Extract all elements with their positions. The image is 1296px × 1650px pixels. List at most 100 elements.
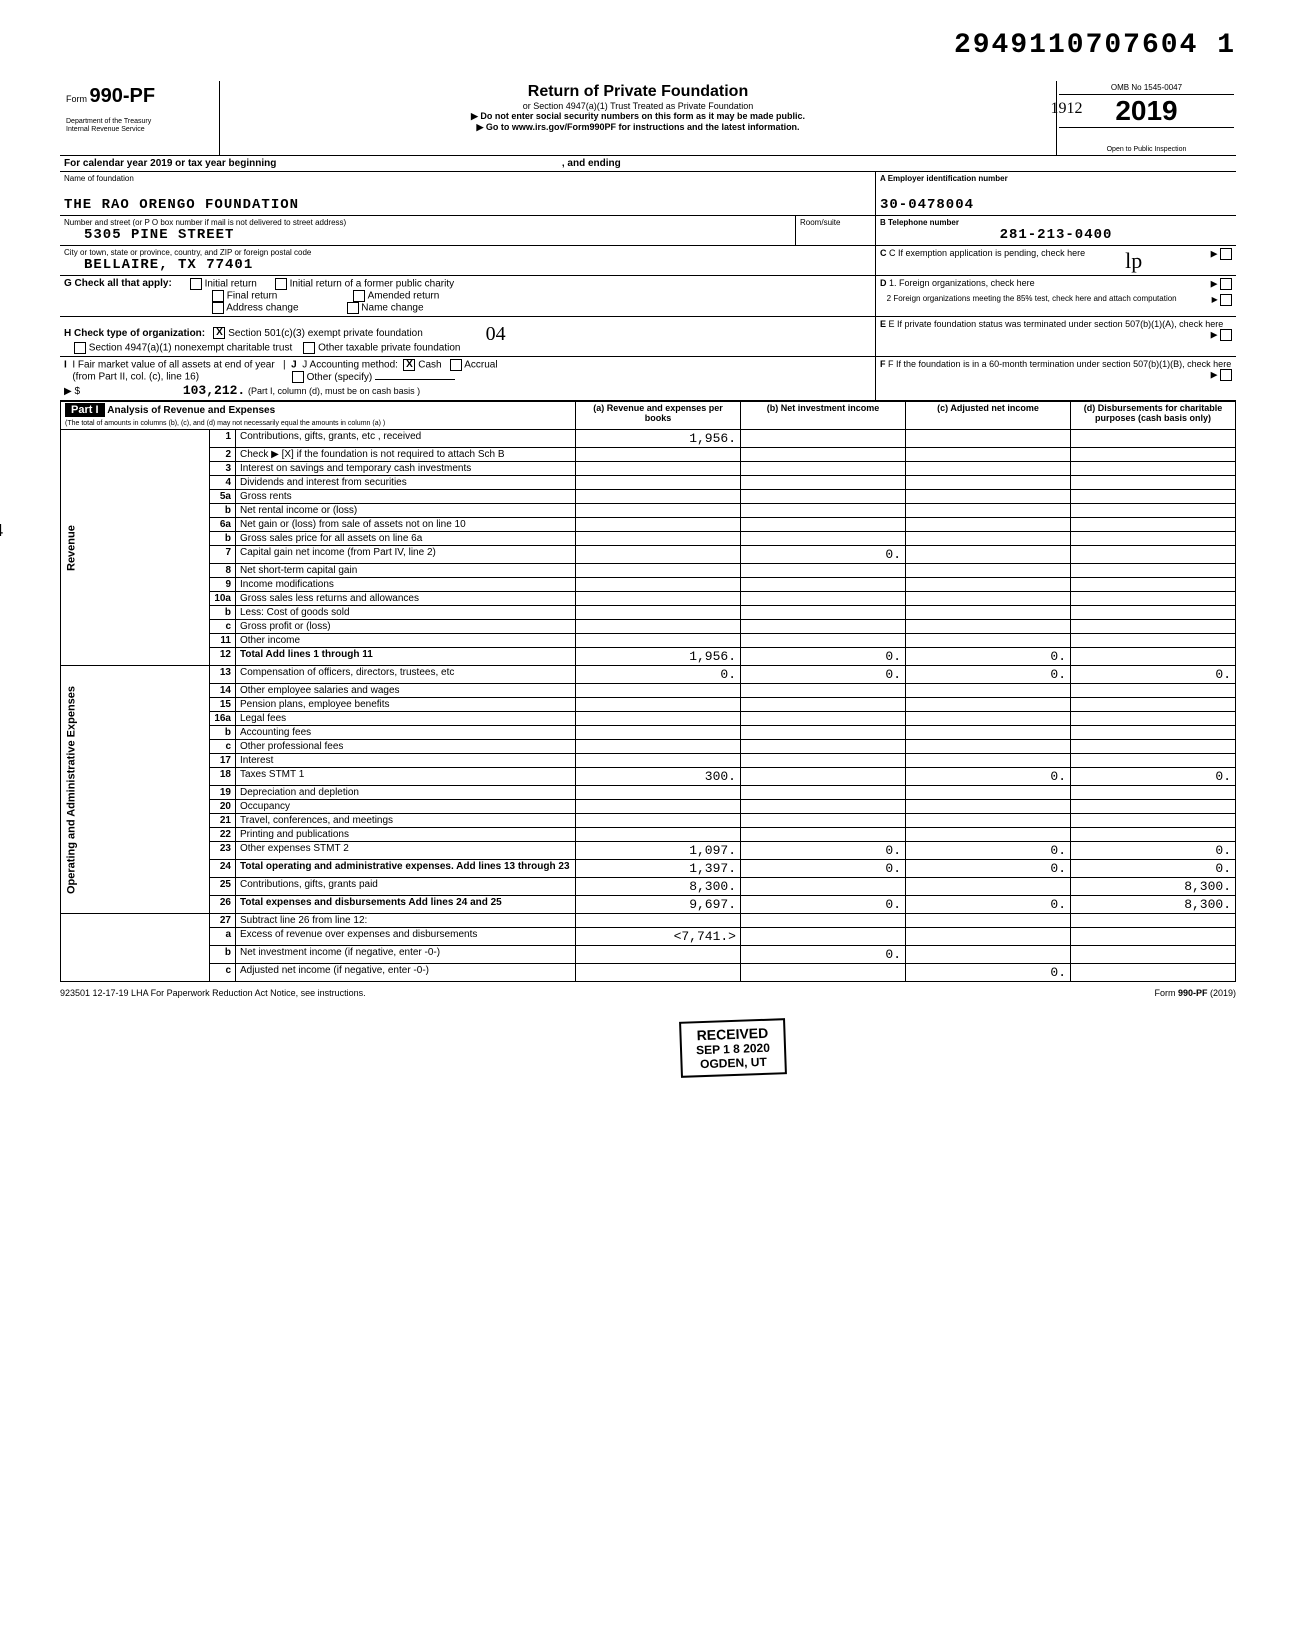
c-checkbox[interactable] <box>1220 248 1232 260</box>
row-desc: Gross rents <box>236 490 576 504</box>
cell-d <box>1071 946 1236 964</box>
row-number: 19 <box>210 786 236 800</box>
cell-c <box>906 814 1071 828</box>
cell-a <box>576 964 741 982</box>
e-checkbox[interactable] <box>1220 329 1232 341</box>
table-row: cAdjusted net income (if negative, enter… <box>61 964 1236 982</box>
chk-4947[interactable] <box>74 342 86 354</box>
part1-table: Part I Analysis of Revenue and Expenses … <box>60 401 1236 982</box>
cell-c <box>906 620 1071 634</box>
chk-initial-former[interactable] <box>275 278 287 290</box>
chk-addr-change[interactable] <box>212 302 224 314</box>
calendar-ending: , and ending <box>562 158 621 169</box>
h-label: H Check type of organization: <box>64 328 205 339</box>
cell-b <box>741 490 906 504</box>
cell-c: 0. <box>906 964 1071 982</box>
table-row: bLess: Cost of goods sold <box>61 606 1236 620</box>
cell-a <box>576 504 741 518</box>
row-number: 17 <box>210 754 236 768</box>
chk-other-method[interactable] <box>292 371 304 383</box>
row-desc: Interest on savings and temporary cash i… <box>236 462 576 476</box>
table-row: 25Contributions, gifts, grants paid8,300… <box>61 878 1236 896</box>
row-desc: Total Add lines 1 through 11 <box>236 648 576 666</box>
row-desc: Other employee salaries and wages <box>236 684 576 698</box>
cell-c <box>906 490 1071 504</box>
cell-b <box>741 518 906 532</box>
cell-b <box>741 504 906 518</box>
stamp-ogden: OGDEN, UT <box>696 1055 770 1072</box>
cell-b <box>741 532 906 546</box>
d1-checkbox[interactable] <box>1220 278 1232 290</box>
chk-amended[interactable] <box>353 290 365 302</box>
cell-a: 1,397. <box>576 860 741 878</box>
cell-b <box>741 684 906 698</box>
table-row: bGross sales price for all assets on lin… <box>61 532 1236 546</box>
cell-c <box>906 462 1071 476</box>
cell-c <box>906 546 1071 564</box>
chk-cash[interactable]: X <box>403 359 415 371</box>
cell-b: 0. <box>741 860 906 878</box>
table-row: 15Pension plans, employee benefits <box>61 698 1236 712</box>
row-number: a <box>210 928 236 946</box>
cell-c <box>906 946 1071 964</box>
table-row: 19Depreciation and depletion <box>61 786 1236 800</box>
row-number: b <box>210 504 236 518</box>
cell-b: 0. <box>741 946 906 964</box>
cell-b <box>741 928 906 946</box>
table-row: 23Other expenses STMT 21,097.0.0.0. <box>61 842 1236 860</box>
cell-a <box>576 490 741 504</box>
cell-c <box>906 726 1071 740</box>
row-desc: Check ▶ [X] if the foundation is not req… <box>236 448 576 462</box>
name-label: Name of foundation <box>64 174 871 183</box>
part1-title: Analysis of Revenue and Expenses <box>107 405 275 416</box>
row-number: 22 <box>210 828 236 842</box>
chk-accrual[interactable] <box>450 359 462 371</box>
cell-a <box>576 606 741 620</box>
row-desc: Other professional fees <box>236 740 576 754</box>
chk-initial[interactable] <box>190 278 202 290</box>
cell-c <box>906 430 1071 448</box>
table-row: 21Travel, conferences, and meetings <box>61 814 1236 828</box>
row-number: 13 <box>210 666 236 684</box>
f-checkbox[interactable] <box>1220 369 1232 381</box>
cell-c <box>906 606 1071 620</box>
chk-other-tax[interactable] <box>303 342 315 354</box>
cell-a <box>576 448 741 462</box>
cell-b <box>741 768 906 786</box>
cell-b <box>741 726 906 740</box>
row-desc: Net investment income (if negative, ente… <box>236 946 576 964</box>
row-number: 7 <box>210 546 236 564</box>
cell-c: 0. <box>906 842 1071 860</box>
i-sub: (from Part II, col. (c), line 16) <box>72 372 199 383</box>
subtitle-1: or Section 4947(a)(1) Trust Treated as P… <box>226 101 1050 111</box>
chk-501c3[interactable]: X <box>213 327 225 339</box>
handwritten-code: 1912 <box>1051 100 1083 117</box>
cell-d <box>1071 754 1236 768</box>
cell-d: 0. <box>1071 666 1236 684</box>
chk-final[interactable] <box>212 290 224 302</box>
table-row: cOther professional fees <box>61 740 1236 754</box>
cell-d <box>1071 684 1236 698</box>
d2-checkbox[interactable] <box>1220 294 1232 306</box>
cell-d <box>1071 800 1236 814</box>
cell-b <box>741 800 906 814</box>
cell-a: 0. <box>576 666 741 684</box>
cell-b <box>741 620 906 634</box>
cell-b: 0. <box>741 896 906 914</box>
j-other: Other (specify) <box>307 372 373 383</box>
row-desc: Compensation of officers, directors, tru… <box>236 666 576 684</box>
row-number: 11 <box>210 634 236 648</box>
cell-b <box>741 914 906 928</box>
cell-d <box>1071 698 1236 712</box>
cell-a: 8,300. <box>576 878 741 896</box>
cell-c <box>906 592 1071 606</box>
row-number: 10a <box>210 592 236 606</box>
chk-name-change[interactable] <box>347 302 359 314</box>
table-row: 16aLegal fees <box>61 712 1236 726</box>
row-desc: Other expenses STMT 2 <box>236 842 576 860</box>
cell-c <box>906 740 1071 754</box>
i-value: 103,212. <box>183 383 245 398</box>
cell-a <box>576 712 741 726</box>
row-desc: Accounting fees <box>236 726 576 740</box>
ein-label: A Employer identification number <box>880 174 1232 183</box>
